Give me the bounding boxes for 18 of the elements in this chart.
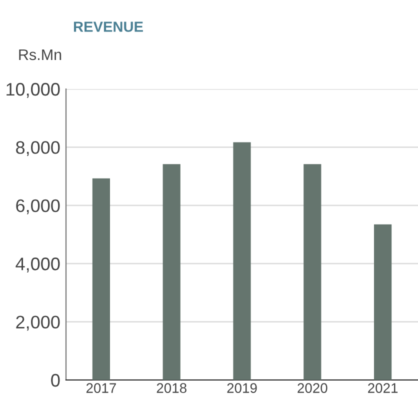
bar bbox=[304, 164, 322, 380]
y-tick-label: 0 bbox=[51, 374, 60, 387]
chart-title: REVENUE bbox=[74, 22, 143, 32]
bar bbox=[374, 224, 392, 380]
y-tick-label: 4,000 bbox=[16, 258, 60, 272]
y-tick-label: 6,000 bbox=[16, 199, 60, 214]
y-axis-title: Rs.Mn bbox=[19, 49, 62, 60]
x-tick-label: 2021 bbox=[368, 383, 398, 393]
y-tick-label: 8,000 bbox=[16, 141, 60, 156]
bar bbox=[162, 164, 180, 380]
y-tick-label: 2,000 bbox=[16, 316, 60, 331]
y-tick-label: 10,000 bbox=[6, 82, 60, 98]
x-tick-label: 2020 bbox=[298, 383, 328, 393]
x-tick-label: 2019 bbox=[227, 383, 257, 393]
bar bbox=[92, 178, 110, 380]
x-tick-label: 2018 bbox=[156, 383, 186, 393]
bar bbox=[233, 142, 251, 380]
x-tick-label: 2017 bbox=[86, 383, 116, 393]
